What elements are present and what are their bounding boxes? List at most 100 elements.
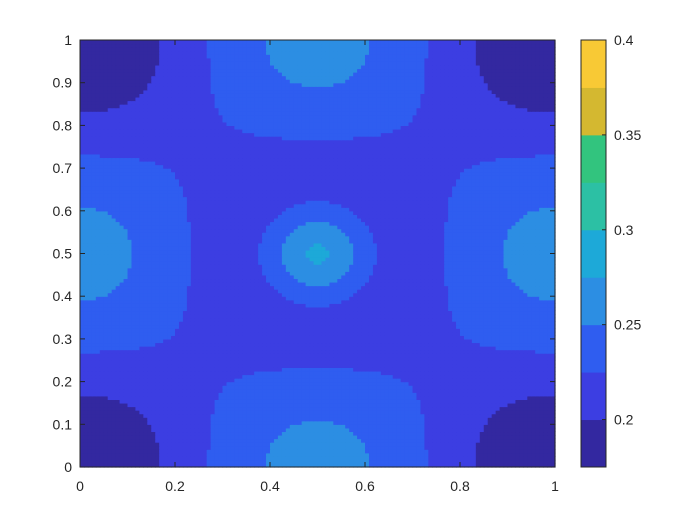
- contour-cell: [380, 424, 386, 429]
- contour-cell: [186, 406, 192, 411]
- contour-cell: [507, 324, 513, 329]
- contour-cell: [337, 367, 342, 372]
- contour-cell: [309, 349, 315, 354]
- contour-cell: [392, 427, 398, 433]
- contour-cell: [463, 442, 469, 447]
- contour-cell: [357, 392, 362, 397]
- contour-cell: [471, 381, 477, 386]
- contour-cell: [190, 335, 196, 340]
- contour-cell: [262, 331, 267, 336]
- contour-cell: [467, 392, 473, 397]
- contour-cell: [226, 378, 232, 383]
- contour-cell: [202, 378, 208, 383]
- contour-cell: [345, 331, 350, 336]
- contour-cell: [337, 452, 342, 457]
- contour-cell: [408, 328, 414, 333]
- contour-cell: [487, 378, 493, 383]
- contour-cell: [372, 452, 378, 457]
- contour-cell: [349, 459, 354, 465]
- contour-cell: [309, 438, 315, 443]
- contour-cell: [285, 370, 291, 376]
- contour-cell: [479, 399, 485, 404]
- contour-cell: [186, 335, 192, 340]
- contour-cell: [408, 381, 414, 386]
- contour-cell: [309, 321, 315, 326]
- contour-cell: [475, 417, 481, 422]
- contour-cell: [547, 363, 552, 368]
- contour-cell: [527, 406, 532, 411]
- contour-cell: [151, 427, 156, 433]
- contour-cell: [511, 442, 517, 447]
- contour-cell: [392, 370, 398, 376]
- contour-cell: [175, 434, 180, 440]
- contour-cell: [400, 399, 406, 404]
- contour-cell: [270, 431, 275, 436]
- contour-cell: [155, 456, 160, 461]
- contour-cell: [491, 434, 497, 440]
- contour-cell: [535, 402, 540, 408]
- contour-cell: [119, 367, 125, 372]
- contour-cell: [523, 442, 528, 447]
- contour-cell: [103, 406, 109, 411]
- contour-cell: [171, 406, 176, 411]
- contour-cell: [297, 346, 303, 351]
- contour-cell: [491, 360, 497, 365]
- contour-cell: [353, 424, 358, 429]
- contour-cell: [214, 431, 220, 436]
- contour-cell: [87, 370, 93, 376]
- contour-cell: [234, 346, 239, 351]
- contour-cell: [317, 328, 323, 333]
- contour-cell: [337, 378, 342, 383]
- contour-cell: [551, 442, 556, 447]
- contour-cell: [266, 321, 271, 326]
- contour-cell: [206, 427, 212, 433]
- contour-cell: [317, 434, 323, 440]
- contour-cell: [535, 449, 540, 454]
- contour-cell: [317, 456, 323, 461]
- contour-cell: [95, 427, 101, 433]
- contour-cell: [412, 410, 418, 415]
- contour-cell: [182, 463, 188, 468]
- contour-cell: [301, 431, 307, 436]
- contour-cell: [444, 324, 449, 329]
- contour-cell: [376, 459, 382, 465]
- contour-cell: [222, 442, 228, 447]
- contour-cell: [440, 331, 445, 336]
- contour-cell: [135, 456, 140, 461]
- contour-cell: [471, 395, 477, 400]
- contour-cell: [218, 442, 224, 447]
- contour-cell: [167, 406, 172, 411]
- contour-cell: [333, 438, 338, 443]
- contour-cell: [452, 424, 457, 429]
- contour-cell: [329, 463, 334, 468]
- contour-cell: [384, 338, 390, 344]
- contour-cell: [523, 367, 528, 372]
- contour-cell: [151, 456, 156, 461]
- contour-cell: [428, 456, 433, 461]
- contour-cell: [357, 388, 362, 393]
- contour-cell: [444, 413, 449, 418]
- contour-cell: [214, 395, 220, 400]
- contour-cell: [171, 410, 176, 415]
- contour-cell: [357, 385, 362, 390]
- contour-cell: [345, 413, 350, 418]
- contour-cell: [230, 349, 235, 354]
- contour-cell: [285, 456, 291, 461]
- contour-cell: [258, 434, 263, 440]
- contour-cell: [226, 328, 232, 333]
- contour-cell: [226, 417, 232, 422]
- contour-cell: [107, 445, 113, 450]
- contour-cell: [202, 392, 208, 397]
- contour-cell: [392, 417, 398, 422]
- contour-cell: [293, 381, 299, 386]
- contour-cell: [376, 392, 382, 397]
- contour-cell: [361, 452, 366, 457]
- contour-cell: [471, 374, 477, 379]
- contour-cell: [222, 424, 228, 429]
- contour-cell: [270, 370, 275, 376]
- contour-cell: [305, 392, 311, 397]
- contour-cell: [491, 395, 497, 400]
- contour-cell: [202, 388, 208, 393]
- contour-cell: [432, 385, 437, 390]
- contour-cell: [321, 442, 327, 447]
